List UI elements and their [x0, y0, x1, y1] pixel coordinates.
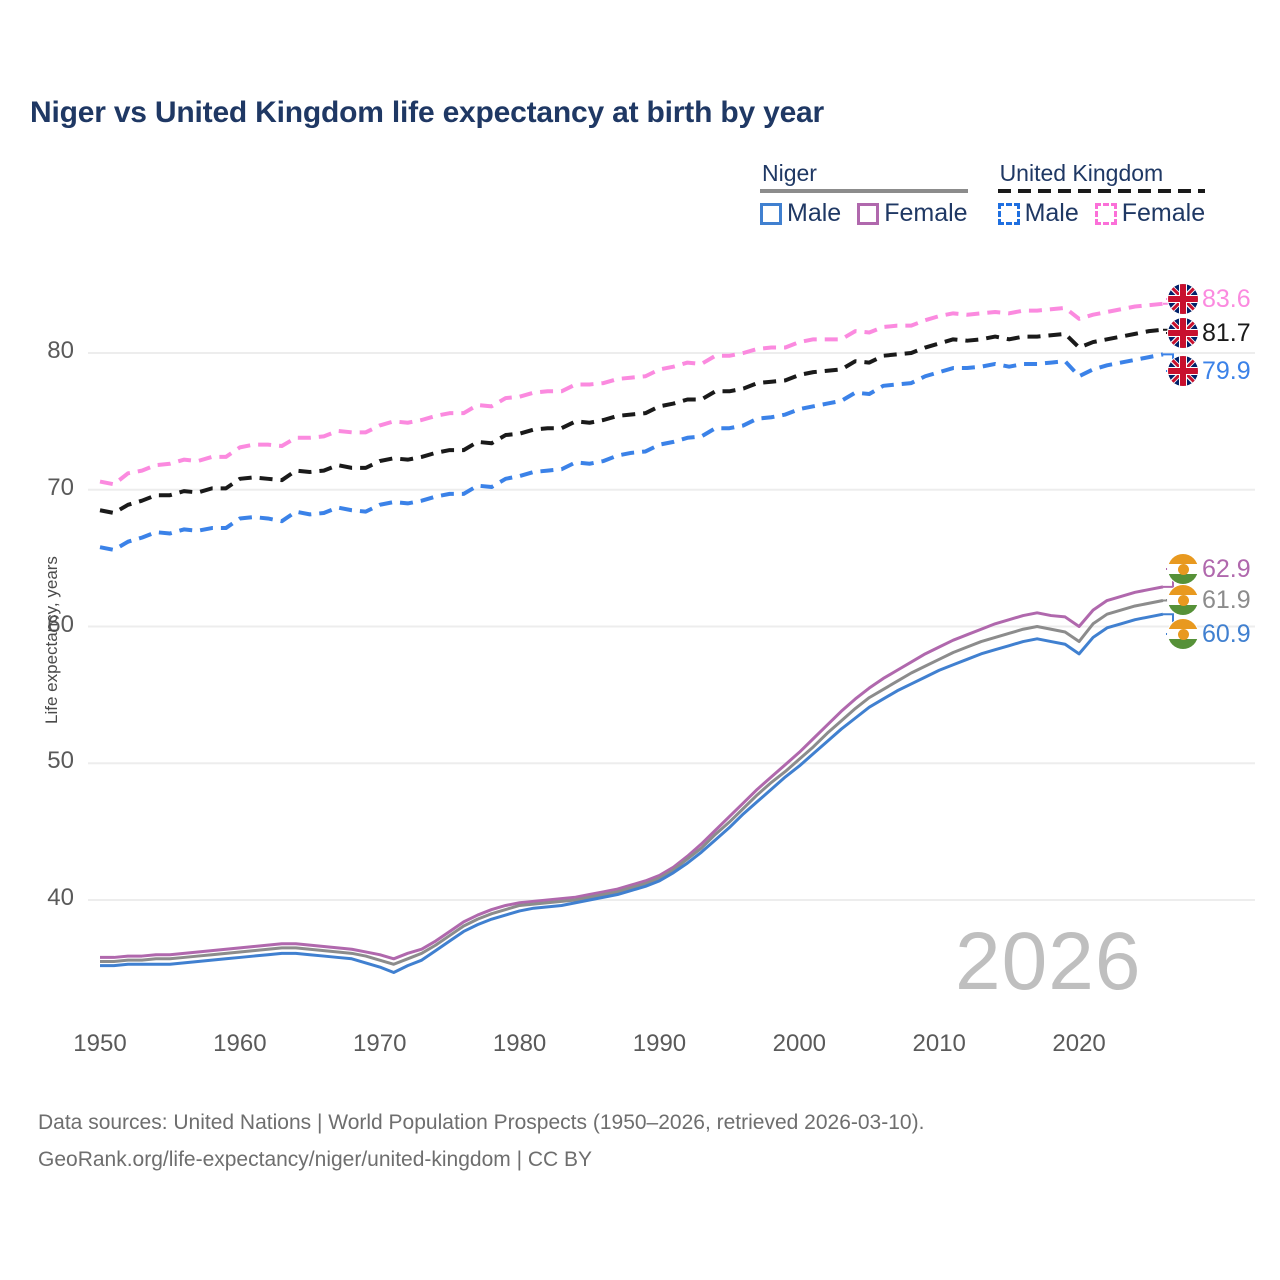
legend-item-niger-male[interactable]: Male — [760, 199, 841, 228]
y-axis-tick-80: 80 — [47, 337, 74, 364]
y-axis-tick-70: 70 — [47, 473, 74, 501]
x-axis-tick-2010: 2010 — [912, 1030, 966, 1057]
legend-group-united-kingdom: United Kingdom Male Female — [997, 160, 1206, 228]
end-value-niger-total: 61.9 — [1202, 585, 1251, 614]
legend: Niger Male Female United Kingdom Male Fe… — [760, 160, 1206, 228]
legend-label-uk-female: Female — [1121, 199, 1206, 227]
legend-swatch-niger-female-icon — [857, 202, 880, 225]
legend-label-niger-male: Male — [787, 199, 842, 227]
x-axis-tick-1970: 1970 — [353, 1030, 407, 1057]
x-axis-tick-1960: 1960 — [213, 1030, 267, 1057]
legend-keys-united-kingdom: Male Female — [997, 199, 1206, 228]
end-value-uk-male: 79.9 — [1202, 356, 1251, 385]
end-label-uk-female: 83.6 — [1168, 284, 1251, 314]
legend-swatch-uk-male-icon — [997, 202, 1020, 225]
end-value-niger-female: 62.9 — [1202, 554, 1251, 583]
united-kingdom-flag-icon — [1168, 318, 1198, 348]
y-axis-tick-50: 50 — [47, 747, 74, 775]
legend-label-uk-male: Male — [1024, 199, 1079, 227]
end-value-uk-female: 83.6 — [1202, 284, 1251, 313]
series-line-niger-total — [100, 599, 1164, 966]
legend-group-niger: Niger Male Female — [760, 160, 968, 228]
y-axis-tick-60: 60 — [47, 610, 74, 638]
united-kingdom-flag-icon — [1168, 284, 1198, 314]
legend-country-niger: Niger — [762, 160, 817, 186]
year-watermark: 2026 — [955, 916, 1142, 1007]
legend-rule-united-kingdom — [997, 189, 1206, 193]
legend-label-niger-female: Female — [884, 199, 968, 227]
legend-rule-niger — [760, 189, 968, 193]
legend-keys-niger: Male Female — [760, 199, 968, 228]
legend-swatch-uk-female-icon — [1094, 202, 1117, 225]
end-value-uk-total: 81.7 — [1202, 318, 1251, 347]
united-kingdom-flag-icon — [1168, 356, 1198, 386]
legend-swatch-niger-male-icon — [760, 202, 782, 225]
series-line-niger-male — [100, 612, 1164, 974]
footer-line-1: Data sources: United Nations | World Pop… — [38, 1111, 925, 1134]
series-line-niger-female — [100, 585, 1164, 961]
end-label-niger-total: 61.9 — [1168, 585, 1251, 615]
legend-item-uk-male[interactable]: Male — [997, 199, 1079, 228]
footer-line-2: GeoRank.org/life-expectancy/niger/united… — [38, 1147, 593, 1171]
series-line-united-kingdom-total — [99, 327, 1164, 515]
x-axis-tick-1990: 1990 — [632, 1030, 687, 1057]
end-label-uk-total: 81.7 — [1168, 318, 1251, 348]
series-lines — [99, 301, 1164, 974]
page-title: Niger vs United Kingdom life expectancy … — [30, 96, 825, 129]
series-line-united-kingdom-female — [99, 301, 1164, 487]
legend-item-uk-female[interactable]: Female — [1094, 199, 1206, 228]
series-line-united-kingdom-male — [99, 352, 1164, 552]
x-axis-tick-1980: 1980 — [492, 1030, 547, 1057]
legend-item-niger-female[interactable]: Female — [857, 199, 968, 228]
legend-country-united-kingdom: United Kingdom — [999, 160, 1164, 186]
gridlines — [88, 352, 1255, 901]
end-label-uk-male: 79.9 — [1168, 356, 1251, 386]
niger-flag-icon — [1168, 554, 1198, 584]
end-value-niger-male: 60.9 — [1202, 619, 1251, 648]
niger-flag-icon — [1168, 585, 1198, 615]
footer-attribution: Data sources: United Nations | World Pop… — [38, 1105, 924, 1179]
end-label-niger-male: 60.9 — [1168, 619, 1251, 649]
x-axis-tick-2020: 2020 — [1052, 1030, 1106, 1057]
x-axis-tick-1950: 1950 — [73, 1030, 127, 1057]
x-axis-tick-2000: 2000 — [772, 1030, 827, 1057]
y-axis-tick-40: 40 — [47, 884, 74, 911]
end-label-niger-female: 62.9 — [1168, 554, 1251, 584]
niger-flag-icon — [1168, 619, 1198, 649]
y-axis-label: Life expectancy, years — [42, 556, 61, 724]
